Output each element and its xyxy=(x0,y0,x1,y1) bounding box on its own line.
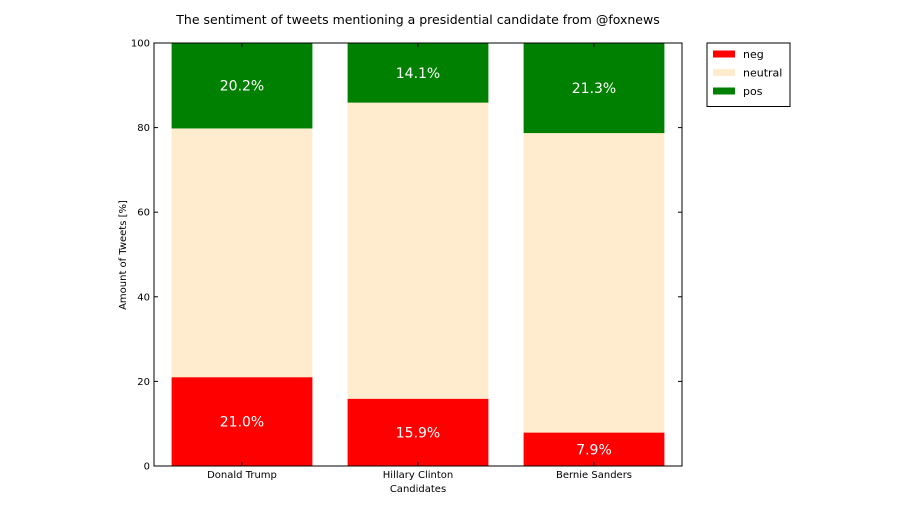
y-axis-label: Amount of Tweets [%] xyxy=(118,200,129,310)
data-label-neg-1: 15.9% xyxy=(396,425,440,441)
legend-label-neutral: neutral xyxy=(743,67,782,80)
legend-label-neg: neg xyxy=(743,48,764,61)
y-tick-label: 40 xyxy=(137,292,150,303)
x-tick-label: Bernie Sanders xyxy=(556,470,632,481)
legend-label-pos: pos xyxy=(743,85,763,98)
legend-swatch-neutral xyxy=(713,69,735,76)
y-tick-label: 0 xyxy=(144,462,150,473)
y-tick-label: 20 xyxy=(137,377,150,388)
data-label-pos-2: 21.3% xyxy=(572,81,616,97)
y-tick-label: 80 xyxy=(137,123,150,134)
legend-swatch-neg xyxy=(713,50,735,58)
plot-frame xyxy=(153,42,683,467)
data-label-pos-0: 20.2% xyxy=(220,79,264,95)
data-label-pos-1: 14.1% xyxy=(396,66,440,82)
bar-neutral-0 xyxy=(171,128,313,378)
bar-neg-2 xyxy=(523,432,665,466)
x-tick-label: Donald Trump xyxy=(207,470,277,481)
plot-area: 21.0% 20.2% Donald Trump 15.9% 14.1% Hillary … xyxy=(131,39,683,481)
y-tick-label: 60 xyxy=(137,208,150,219)
bar-neg-1 xyxy=(347,398,489,466)
x-tick-label: Hillary Clinton xyxy=(383,470,453,481)
legend-swatch-pos xyxy=(713,87,735,95)
bar-pos-0 xyxy=(171,43,313,129)
bar-neutral-1 xyxy=(347,102,489,399)
chart-title: The sentiment of tweets mentioning a pre… xyxy=(175,12,659,27)
bar-pos-2 xyxy=(523,43,665,134)
x-axis-label: Candidates xyxy=(390,484,446,495)
bar-pos-1 xyxy=(347,43,489,103)
bar-neg-0 xyxy=(171,377,313,466)
data-label-neg-0: 21.0% xyxy=(220,415,264,431)
bar-neutral-2 xyxy=(523,133,665,433)
legend: neg neutral pos xyxy=(706,42,791,107)
data-label-neg-2: 7.9% xyxy=(576,442,612,458)
y-tick-label: 100 xyxy=(131,39,150,50)
